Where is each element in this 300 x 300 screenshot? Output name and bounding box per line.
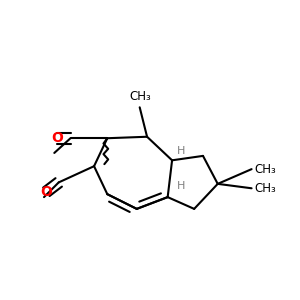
Text: O: O <box>51 131 63 145</box>
Text: H: H <box>177 146 185 156</box>
Text: CH₃: CH₃ <box>130 91 152 103</box>
Text: O: O <box>40 185 52 199</box>
Text: CH₃: CH₃ <box>254 182 276 195</box>
Text: CH₃: CH₃ <box>254 163 276 176</box>
Text: H: H <box>177 181 185 191</box>
